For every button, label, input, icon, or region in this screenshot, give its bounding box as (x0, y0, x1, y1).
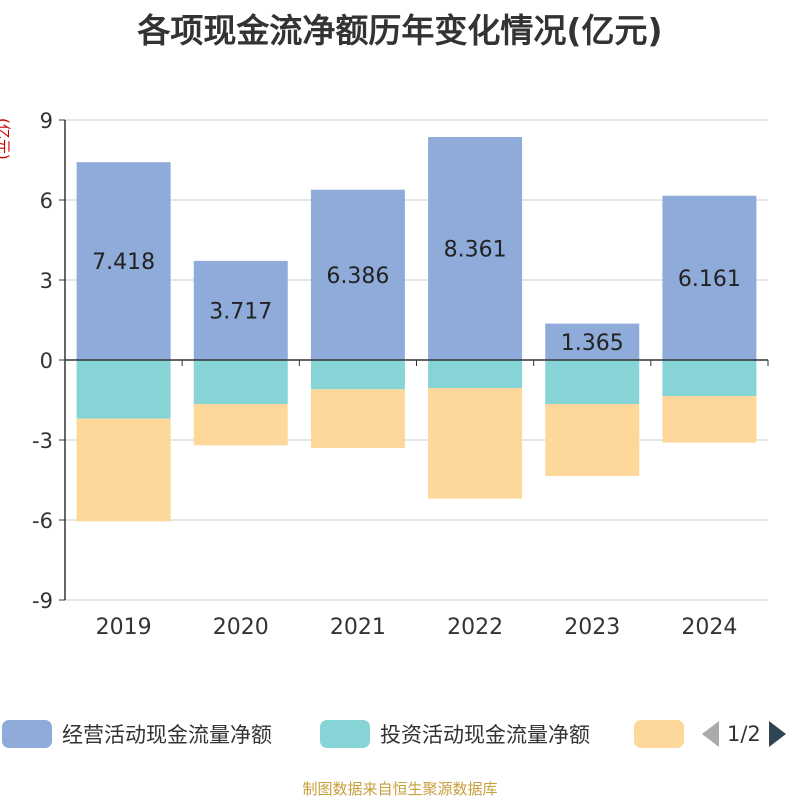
data-label-2021: 6.386 (326, 264, 389, 289)
y-tick-label: 3 (40, 269, 53, 293)
legend-prev-arrow-icon[interactable] (702, 721, 719, 747)
bar-series1-2022 (428, 360, 523, 388)
legend-swatch-operating (2, 720, 52, 748)
legend-item-financing[interactable] (634, 716, 684, 752)
bar-series1-2021 (310, 360, 405, 390)
bar-series0-2022 (428, 137, 523, 360)
bar-series1-2019 (76, 360, 171, 419)
data-label-2024: 6.161 (678, 267, 741, 292)
x-tick-label: 2023 (564, 615, 620, 640)
legend: 经营活动现金流量净额 投资活动现金流量净额 1/2 (0, 716, 800, 752)
legend-pager: 1/2 (702, 716, 786, 752)
bar-series0-2021 (310, 189, 405, 360)
legend-page-indicator: 1/2 (727, 722, 761, 746)
bar-series1-2024 (662, 360, 757, 396)
y-tick-label: -3 (32, 429, 53, 453)
bar-series2-2021 (310, 389, 405, 448)
bar-series2-2020 (193, 404, 288, 446)
y-tick-label: -9 (32, 589, 53, 613)
chart-title: 各项现金流净额历年变化情况(亿元) (137, 11, 663, 50)
y-tick-label: -6 (32, 509, 53, 533)
bar-series0-2020 (193, 260, 288, 360)
bar-series2-2023 (545, 404, 640, 476)
y-tick-label: 9 (40, 109, 53, 133)
data-label-2023: 1.365 (561, 331, 624, 356)
x-tick-label: 2024 (681, 615, 737, 640)
legend-label-investing: 投资活动现金流量净额 (380, 723, 590, 747)
bar-series1-2020 (193, 360, 288, 404)
chart-canvas: 9 6 3 0 -3 -6 -9 7.418 3.717 6.386 8.361 1.365 6.161… (32, 109, 769, 640)
legend-label-operating: 经营活动现金流量净额 (62, 723, 272, 747)
data-label-2019: 7.418 (92, 250, 155, 275)
bar-series0-2024 (662, 195, 757, 360)
legend-next-arrow-icon[interactable] (768, 721, 786, 747)
bar-series2-2019 (76, 418, 171, 522)
legend-swatch-investing (320, 720, 370, 748)
x-tick-label: 2019 (96, 615, 152, 640)
x-tick-label: 2021 (330, 615, 386, 640)
bar-series2-2024 (662, 396, 757, 443)
source-footer: 制图数据来自恒生聚源数据库 (302, 780, 498, 798)
bar-series0-2019 (76, 162, 171, 360)
bar-series2-2022 (428, 388, 523, 499)
legend-swatch-financing (634, 720, 684, 748)
bar-series1-2023 (545, 360, 640, 404)
y-tick-label: 0 (40, 349, 53, 373)
legend-item-operating[interactable]: 经营活动现金流量净额 (2, 716, 272, 752)
x-tick-label: 2022 (447, 615, 503, 640)
data-label-2020: 3.717 (209, 299, 272, 324)
bar-series0-2023 (545, 323, 640, 360)
legend-item-investing[interactable]: 投资活动现金流量净额 (320, 716, 590, 752)
y-tick-label: 6 (40, 189, 53, 213)
data-label-2022: 8.361 (444, 238, 507, 263)
y-axis-unit: (亿元) (0, 118, 12, 160)
x-tick-label: 2020 (213, 615, 269, 640)
